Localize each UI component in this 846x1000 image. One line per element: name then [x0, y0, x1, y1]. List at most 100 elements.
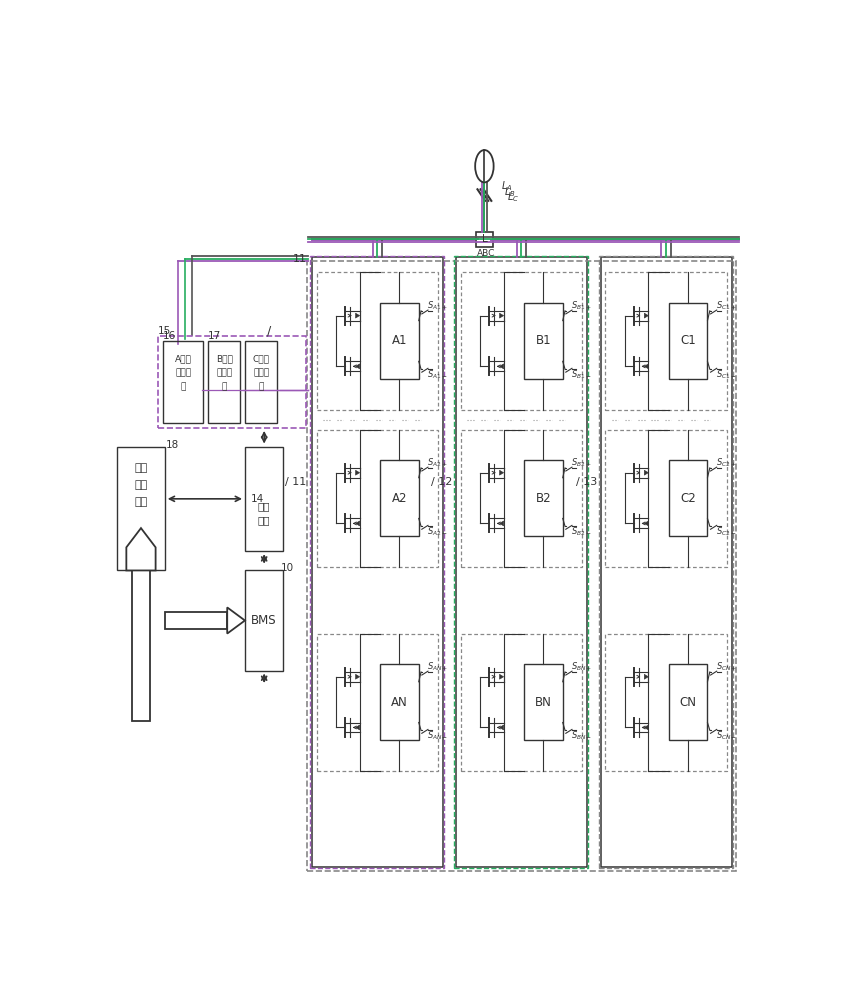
Text: B1: B1: [536, 334, 551, 347]
Text: 护控制: 护控制: [216, 368, 232, 377]
Text: 护控制: 护控制: [253, 368, 269, 377]
Bar: [165, 612, 228, 629]
Text: 能量: 能量: [135, 463, 147, 473]
Bar: [524, 664, 563, 740]
Bar: [306, 261, 736, 871]
Bar: [605, 272, 727, 410]
Bar: [245, 341, 277, 423]
Bar: [605, 430, 727, 567]
Bar: [316, 272, 438, 410]
Text: CN: CN: [679, 696, 696, 709]
Text: 17: 17: [208, 331, 221, 341]
Polygon shape: [355, 725, 360, 730]
Text: $S_{A2-}$: $S_{A2-}$: [427, 525, 448, 538]
Text: B相维: B相维: [216, 354, 233, 363]
Bar: [245, 447, 283, 551]
Text: $S_{A1+}$: $S_{A1+}$: [427, 299, 448, 312]
Text: A相维: A相维: [175, 354, 192, 363]
Text: $S_{C1-}$: $S_{C1-}$: [716, 368, 737, 381]
Text: 器: 器: [258, 382, 264, 391]
Polygon shape: [355, 313, 360, 318]
Text: 制器: 制器: [258, 515, 271, 525]
Text: 11: 11: [293, 254, 306, 264]
Polygon shape: [645, 470, 648, 475]
Text: $S_{B1+}$: $S_{B1+}$: [571, 299, 592, 312]
Text: BN: BN: [535, 696, 552, 709]
Bar: [380, 460, 419, 536]
Bar: [605, 634, 727, 771]
Text: 16: 16: [163, 331, 177, 341]
Polygon shape: [645, 674, 648, 679]
Text: 管理: 管理: [135, 480, 147, 490]
Bar: [158, 336, 305, 428]
Text: 器: 器: [181, 382, 186, 391]
Bar: [310, 256, 444, 868]
Text: 系统: 系统: [135, 497, 147, 507]
Polygon shape: [645, 313, 648, 318]
Bar: [316, 634, 438, 771]
Polygon shape: [355, 674, 360, 679]
Text: / 12: / 12: [431, 477, 452, 487]
Text: 14: 14: [251, 494, 264, 504]
Polygon shape: [645, 521, 648, 526]
Bar: [245, 570, 283, 671]
Text: $S_{A1-}$: $S_{A1-}$: [427, 368, 448, 381]
Text: A2: A2: [392, 492, 407, 505]
Bar: [460, 272, 582, 410]
Text: $S_{B2+}$: $S_{B2+}$: [571, 456, 592, 469]
Text: $S_{AN-}$: $S_{AN-}$: [427, 729, 448, 742]
Text: ABC: ABC: [477, 249, 495, 258]
Text: $S_{CN-}$: $S_{CN-}$: [716, 729, 737, 742]
Text: / 13: / 13: [576, 477, 597, 487]
Bar: [599, 256, 733, 868]
Bar: [454, 256, 588, 868]
Text: B2: B2: [536, 492, 551, 505]
Bar: [380, 664, 419, 740]
Polygon shape: [645, 725, 648, 730]
Text: C相维: C相维: [253, 354, 270, 363]
Polygon shape: [499, 313, 503, 318]
Bar: [668, 460, 707, 536]
Text: 主控: 主控: [258, 502, 271, 512]
Text: $S_{BN+}$: $S_{BN+}$: [571, 660, 592, 673]
Text: $L_A$: $L_A$: [502, 179, 513, 193]
Polygon shape: [355, 470, 360, 475]
Text: $S_{B1-}$: $S_{B1-}$: [571, 368, 591, 381]
Text: $L_B$: $L_B$: [504, 185, 516, 199]
Text: $S_{C2-}$: $S_{C2-}$: [716, 525, 737, 538]
Polygon shape: [499, 521, 503, 526]
Bar: [132, 570, 151, 721]
Text: /: /: [267, 324, 272, 337]
Polygon shape: [355, 364, 360, 369]
Text: 10: 10: [281, 563, 294, 573]
Text: $S_{C1+}$: $S_{C1+}$: [716, 299, 737, 312]
Bar: [460, 634, 582, 771]
Polygon shape: [499, 470, 503, 475]
Bar: [668, 303, 707, 379]
Text: L: L: [481, 234, 487, 244]
Bar: [316, 430, 438, 567]
Polygon shape: [499, 674, 503, 679]
Text: 15: 15: [158, 326, 171, 336]
Bar: [380, 303, 419, 379]
Text: $S_{AN+}$: $S_{AN+}$: [427, 660, 448, 673]
Polygon shape: [499, 725, 503, 730]
Bar: [117, 447, 165, 570]
Bar: [312, 257, 442, 867]
Bar: [208, 341, 240, 423]
Bar: [524, 460, 563, 536]
Bar: [476, 232, 493, 247]
Text: $L_C$: $L_C$: [508, 190, 519, 204]
Text: $S_{CN+}$: $S_{CN+}$: [716, 660, 738, 673]
Polygon shape: [355, 521, 360, 526]
Polygon shape: [645, 364, 648, 369]
Bar: [668, 664, 707, 740]
Text: 护控制: 护控制: [175, 368, 191, 377]
Text: $S_{B2-}$: $S_{B2-}$: [571, 525, 591, 538]
Bar: [163, 341, 203, 423]
Text: / 11: / 11: [285, 477, 306, 487]
Bar: [601, 257, 732, 867]
Text: C2: C2: [680, 492, 696, 505]
Bar: [456, 257, 587, 867]
Text: C1: C1: [680, 334, 696, 347]
